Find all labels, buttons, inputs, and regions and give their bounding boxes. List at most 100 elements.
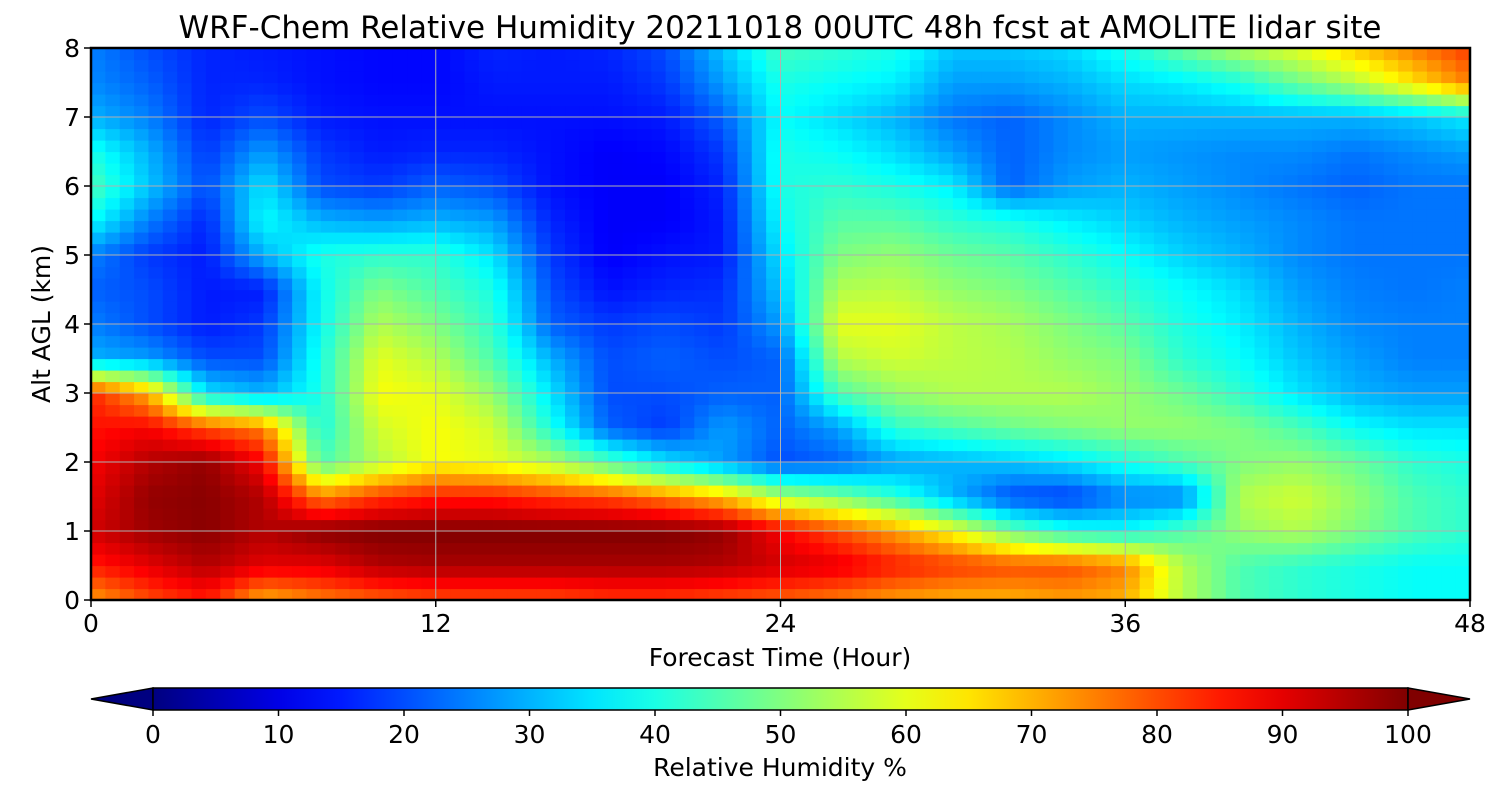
heatmap-cell — [852, 347, 868, 360]
heatmap-cell — [1110, 278, 1126, 291]
heatmap-cell — [1455, 347, 1470, 360]
heatmap-cell — [105, 255, 121, 268]
heatmap-cell — [1369, 220, 1385, 233]
heatmap-cell — [205, 554, 221, 567]
heatmap-cell — [134, 496, 150, 509]
heatmap-cell — [1297, 71, 1313, 84]
heatmap-cell — [306, 163, 322, 176]
heatmap-cell — [909, 358, 925, 371]
heatmap-cell — [378, 289, 394, 302]
heatmap-cell — [1110, 542, 1126, 555]
heatmap-cell — [1096, 117, 1112, 130]
heatmap-cell — [450, 404, 466, 417]
heatmap-cell — [1412, 232, 1428, 245]
heatmap-cell — [1240, 105, 1256, 118]
heatmap-cell — [1254, 381, 1270, 394]
heatmap-cell — [1225, 151, 1241, 164]
heatmap-cell — [938, 71, 954, 84]
heatmap-cell — [220, 542, 236, 555]
heatmap-cell — [1110, 232, 1126, 245]
heatmap-cell — [335, 519, 351, 532]
heatmap-cell — [507, 565, 523, 578]
heatmap-cell — [952, 163, 968, 176]
heatmap-cell — [234, 450, 250, 463]
heatmap-cell — [579, 232, 595, 245]
heatmap-cell — [550, 48, 566, 61]
heatmap-cell — [981, 59, 997, 72]
heatmap-cell — [852, 577, 868, 590]
heatmap-cell — [263, 312, 279, 325]
heatmap-cell — [1426, 496, 1442, 509]
heatmap-cell — [751, 232, 767, 245]
heatmap-cell — [651, 266, 667, 279]
heatmap-cell — [823, 519, 839, 532]
heatmap-cell — [91, 450, 106, 463]
heatmap-cell — [981, 140, 997, 153]
heatmap-cell — [723, 82, 738, 95]
heatmap-cell — [952, 301, 968, 314]
heatmap-cell — [1311, 588, 1327, 600]
heatmap-cell — [407, 347, 422, 360]
heatmap-cell — [837, 301, 853, 314]
heatmap-cell — [134, 117, 150, 130]
heatmap-cell — [1067, 94, 1083, 107]
heatmap-cell — [852, 462, 868, 475]
heatmap-cell — [766, 278, 782, 291]
heatmap-cell — [967, 554, 983, 567]
heatmap-cell — [105, 151, 121, 164]
heatmap-cell — [1168, 508, 1184, 521]
heatmap-cell — [565, 209, 580, 222]
heatmap-cell — [723, 462, 738, 475]
heatmap-cell — [464, 128, 480, 141]
heatmap-cell — [1225, 427, 1241, 440]
heatmap-cell — [852, 197, 868, 210]
heatmap-cell — [1240, 209, 1256, 222]
heatmap-cell — [1455, 186, 1470, 199]
heatmap-cell — [493, 243, 509, 256]
heatmap-cell — [521, 485, 537, 498]
heatmap-cell — [349, 232, 365, 245]
heatmap-cell — [1197, 519, 1213, 532]
heatmap-cell — [1383, 450, 1399, 463]
heatmap-cell — [694, 404, 710, 417]
heatmap-cell — [952, 278, 968, 291]
heatmap-cell — [191, 473, 207, 486]
heatmap-cell — [1426, 450, 1442, 463]
heatmap-cell — [823, 301, 839, 314]
heatmap-cell — [1067, 381, 1083, 394]
heatmap-cell — [335, 186, 351, 199]
heatmap-cell — [895, 243, 911, 256]
colorbar-tick-label: 0 — [145, 720, 161, 749]
heatmap-cell — [766, 48, 782, 61]
heatmap-cell — [909, 347, 925, 360]
heatmap-cell — [895, 289, 911, 302]
heatmap-cell — [837, 255, 853, 268]
heatmap-cell — [392, 519, 408, 532]
heatmap-cell — [881, 174, 897, 187]
heatmap-cell — [1383, 335, 1399, 348]
heatmap-cell — [651, 197, 667, 210]
heatmap-cell — [636, 243, 652, 256]
heatmap-cell — [134, 186, 150, 199]
heatmap-cell — [1412, 140, 1428, 153]
heatmap-cell — [435, 324, 451, 337]
heatmap-cell — [349, 266, 365, 279]
heatmap-cell — [1268, 508, 1284, 521]
heatmap-cell — [1398, 370, 1414, 383]
heatmap-cell — [622, 496, 638, 509]
heatmap-cell — [478, 347, 494, 360]
heatmap-cell — [234, 255, 250, 268]
heatmap-cell — [665, 278, 681, 291]
heatmap-cell — [1326, 232, 1342, 245]
heatmap-cell — [292, 588, 308, 600]
heatmap-cell — [809, 128, 825, 141]
heatmap-cell — [1168, 485, 1184, 498]
heatmap-cell — [363, 439, 379, 452]
heatmap-cell — [1283, 82, 1299, 95]
heatmap-cell — [263, 462, 279, 475]
heatmap-cell — [622, 186, 638, 199]
heatmap-cell — [665, 531, 681, 544]
heatmap-cell — [105, 577, 121, 590]
heatmap-cell — [162, 335, 178, 348]
heatmap-cell — [277, 370, 293, 383]
